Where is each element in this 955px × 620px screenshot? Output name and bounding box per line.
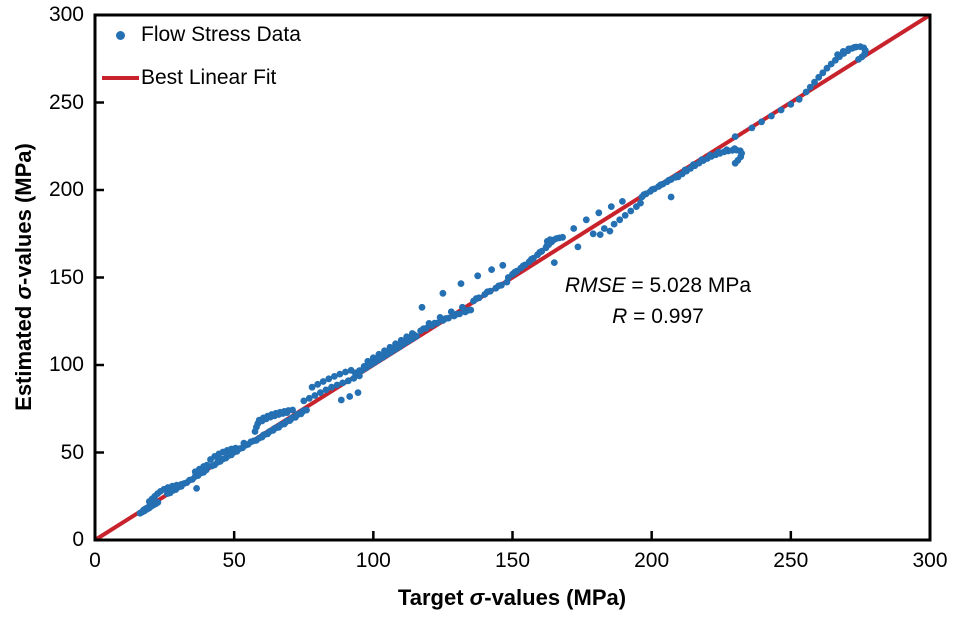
y-axis-title-prefix: Estimated	[11, 299, 36, 411]
legend-label-linear-fit: Best Linear Fit	[141, 66, 277, 89]
r-variable: R	[612, 305, 628, 328]
x-axis-title: Target σ-values (MPa)	[398, 585, 626, 611]
rmse-variable: RMSE	[564, 274, 626, 297]
plot-border	[93, 13, 932, 542]
sigma-symbol: σ	[469, 585, 485, 610]
x-tick-label: 250	[773, 549, 809, 572]
legend-marker-cell	[100, 30, 140, 40]
x-axis-title-prefix: Target	[397, 585, 470, 610]
legend-marker-cell	[100, 76, 140, 80]
stats-annotation: RMSE = 5.028 MPa R = 0.997	[552, 270, 764, 332]
y-axis-title-suffix: -values (MPa)	[11, 143, 36, 285]
legend-entry-linear-fit: Best Linear Fit	[100, 63, 301, 93]
y-tick-label: 100	[48, 353, 84, 376]
y-axis-title: Estimated σ-values (MPa)	[11, 143, 37, 411]
x-tick-label: 0	[89, 549, 101, 572]
x-tick-label: 200	[634, 549, 670, 572]
x-tick-label: 300	[912, 549, 948, 572]
x-axis-title-suffix: -values (MPa)	[484, 585, 627, 610]
y-tick-label: 50	[60, 440, 84, 464]
x-tick-label: 150	[494, 549, 531, 572]
legend: Flow Stress Data Best Linear Fit	[100, 20, 301, 106]
x-tick-label: 100	[355, 549, 391, 572]
y-tick-label: 150	[48, 265, 84, 289]
legend-label-flow-stress: Flow Stress Data	[141, 23, 301, 46]
y-tick-label: 300	[48, 3, 84, 26]
legend-entry-flow-stress: Flow Stress Data	[100, 20, 301, 50]
scatter-point-icon	[115, 30, 125, 40]
r-value: = 0.997	[627, 305, 704, 328]
fit-line-icon	[101, 76, 139, 80]
sigma-symbol: σ	[11, 284, 36, 300]
flow-stress-points	[136, 43, 869, 517]
rmse-line: RMSE = 5.028 MPa	[552, 270, 764, 301]
r-line: R = 0.997	[552, 301, 764, 332]
rmse-value: = 5.028 MPa	[625, 274, 752, 297]
x-tick-label: 50	[222, 549, 246, 572]
y-tick-label: 0	[72, 528, 84, 551]
y-tick-label: 250	[48, 90, 84, 114]
axis-ticks	[95, 101, 793, 540]
y-tick-label: 200	[48, 178, 84, 201]
